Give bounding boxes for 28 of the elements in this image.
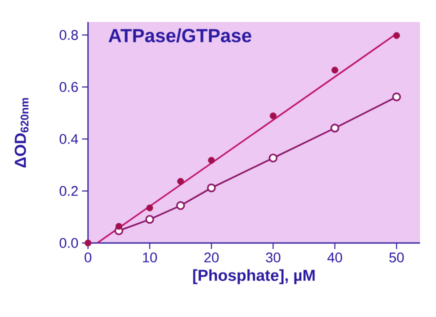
- point: [268, 154, 278, 162]
- x-tick-label: 20: [204, 252, 219, 262]
- x-axis-title: [Phosphate], µM: [193, 269, 315, 284]
- x-tick-label: 40: [327, 252, 342, 262]
- point: [208, 156, 215, 164]
- point: [331, 66, 338, 74]
- point: [207, 183, 216, 192]
- y-tick-label: 0.0: [60, 238, 78, 248]
- x-tick-label: 30: [266, 252, 280, 262]
- y-tick-label: 0.8: [60, 30, 78, 40]
- y-tick-label: 0.2: [60, 186, 78, 196]
- point: [330, 124, 340, 132]
- x-tick-label: 50: [389, 252, 404, 262]
- point: [393, 32, 400, 39]
- point: [176, 201, 185, 210]
- point: [270, 112, 277, 120]
- point: [146, 204, 154, 212]
- point: [115, 222, 122, 230]
- y-tick-label: 0.6: [60, 82, 78, 92]
- point: [392, 92, 401, 102]
- x-tick-label: 0: [84, 252, 92, 262]
- point: [84, 240, 92, 246]
- x-tick-label: 10: [143, 252, 157, 262]
- y-tick-label: 0.4: [60, 134, 78, 144]
- point: [145, 214, 154, 224]
- chart-title: ATPase/GTPase: [108, 28, 252, 42]
- y-axis-title: ΔOD$_{620nm}$: [14, 98, 29, 168]
- point: [177, 178, 184, 185]
